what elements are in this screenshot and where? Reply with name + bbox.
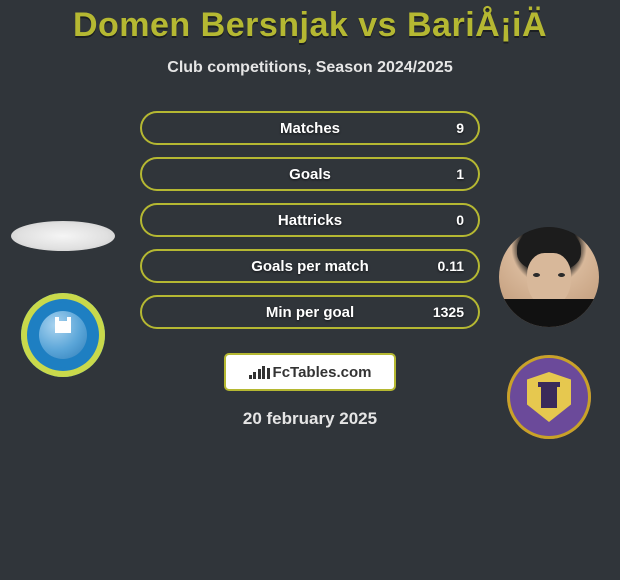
castle-icon — [55, 321, 71, 333]
stat-label: Hattricks — [278, 212, 342, 229]
stat-value-right: 1 — [456, 166, 464, 182]
stat-row-hattricks: Hattricks 0 — [140, 203, 480, 237]
player-right-column — [494, 227, 604, 439]
brand-card: FcTables.com — [224, 353, 396, 391]
player-right-avatar — [499, 227, 599, 327]
stat-row-matches: Matches 9 — [140, 111, 480, 145]
shield-icon — [527, 372, 571, 422]
brand-text: FcTables.com — [273, 364, 372, 381]
stat-value-right: 0 — [456, 212, 464, 228]
player-left-avatar — [11, 221, 115, 251]
stat-value-right: 9 — [456, 120, 464, 136]
bars-icon — [249, 365, 270, 379]
page-subtitle: Club competitions, Season 2024/2025 — [0, 59, 620, 77]
club-left-badge — [21, 293, 105, 377]
stat-rows: Matches 9 Goals 1 Hattricks 0 Goals per … — [140, 111, 480, 329]
player-left-column — [8, 221, 118, 377]
page-title: Domen Bersnjak vs BariÅ¡iÄ — [0, 6, 620, 45]
stat-value-right: 0.11 — [438, 258, 464, 274]
stat-value-right: 1325 — [433, 304, 464, 320]
stat-row-min-per-goal: Min per goal 1325 — [140, 295, 480, 329]
stat-label: Min per goal — [266, 304, 354, 321]
avatar-eyes — [533, 273, 565, 278]
stat-row-goals: Goals 1 — [140, 157, 480, 191]
tower-icon — [541, 386, 557, 408]
avatar-face — [527, 253, 571, 307]
brand-logo: FcTables.com — [249, 364, 372, 381]
stat-label: Goals per match — [251, 258, 369, 275]
club-right-badge — [507, 355, 591, 439]
stat-label: Matches — [280, 120, 340, 137]
stat-label: Goals — [289, 166, 331, 183]
club-left-badge-inner — [39, 311, 87, 359]
stat-row-goals-per-match: Goals per match 0.11 — [140, 249, 480, 283]
stats-area: Matches 9 Goals 1 Hattricks 0 Goals per … — [0, 111, 620, 429]
